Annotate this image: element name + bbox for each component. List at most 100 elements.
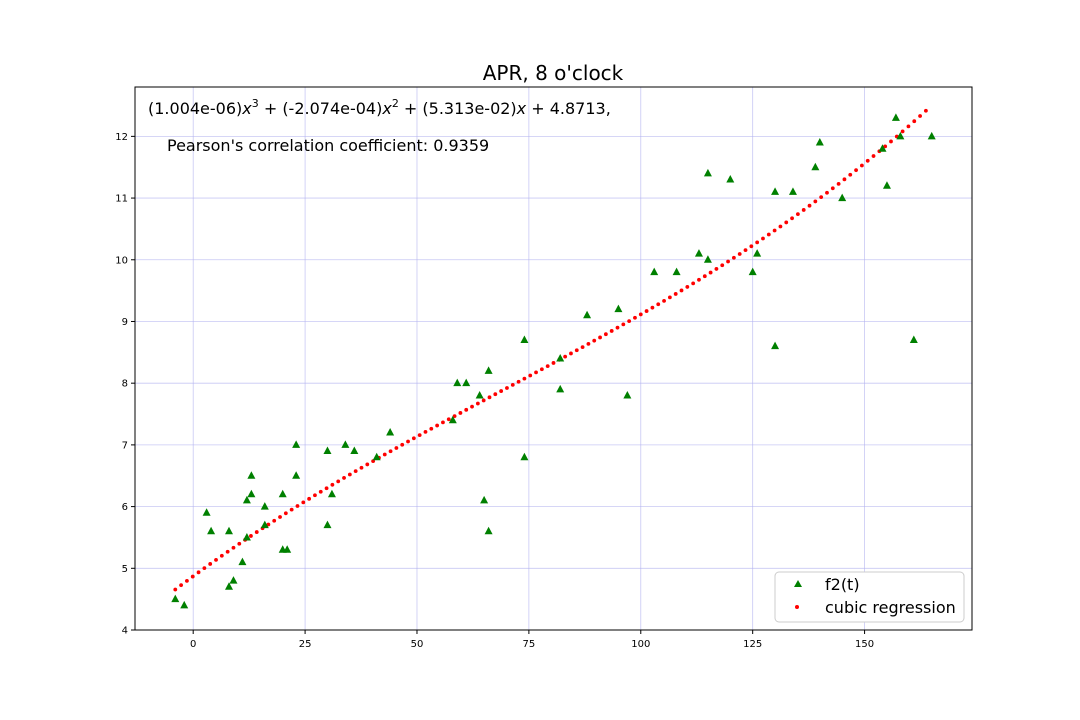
regression-point	[569, 351, 573, 356]
regression-point	[324, 486, 329, 491]
data-point	[480, 495, 489, 504]
data-point	[292, 471, 301, 479]
legend-marker-dot	[795, 605, 799, 609]
data-point	[202, 508, 211, 516]
data-point	[207, 526, 216, 535]
chart-title: APR, 8 o'clock	[483, 61, 624, 85]
regression-point	[441, 420, 445, 425]
regression-point	[807, 203, 812, 208]
data-point	[748, 267, 757, 276]
regression-point	[289, 507, 294, 512]
regression-point	[353, 469, 358, 474]
regression-point	[400, 442, 405, 447]
regression-point	[842, 177, 847, 182]
regression-point	[510, 382, 515, 387]
x-axis: 0 25 50 75 100 125 150	[190, 630, 874, 650]
regression-point	[487, 395, 492, 400]
data-point	[927, 131, 936, 140]
regression-point	[923, 108, 928, 113]
regression-point	[638, 312, 643, 317]
regression-point	[545, 364, 550, 368]
data-point	[260, 520, 269, 529]
x-tick-label: 125	[743, 639, 762, 650]
regression-point	[190, 574, 195, 579]
data-point	[292, 440, 301, 448]
regression-point	[394, 446, 399, 450]
data-point	[278, 489, 287, 498]
regression-point	[330, 482, 335, 487]
regression-point	[318, 489, 323, 494]
regression-point	[918, 114, 922, 118]
regression-point	[673, 292, 678, 296]
regression-point	[784, 220, 789, 225]
regression-point	[679, 288, 684, 293]
regression-point	[283, 511, 288, 516]
y-tick-label: 12	[115, 132, 128, 143]
regression-point	[214, 557, 218, 562]
regression-point	[795, 212, 800, 217]
data-point	[462, 378, 471, 387]
regression-point	[871, 154, 876, 158]
regression-point	[813, 199, 818, 204]
regression-point	[534, 370, 538, 375]
data-point	[556, 384, 565, 393]
y-axis: 4 5 6 7 8 9 10 11 12	[115, 132, 135, 637]
data-point	[520, 452, 529, 461]
data-point	[327, 489, 336, 498]
regression-point	[854, 168, 858, 173]
data-point	[520, 335, 529, 343]
regression-point	[493, 392, 498, 397]
data-point	[726, 175, 735, 183]
regression-point	[685, 285, 690, 289]
data-point	[896, 131, 905, 140]
data-point	[260, 502, 269, 510]
data-point	[242, 532, 251, 541]
data-point	[484, 366, 493, 374]
regression-point	[528, 373, 533, 378]
regression-point	[342, 476, 346, 480]
regression-point	[272, 518, 277, 523]
regression-point	[766, 232, 771, 237]
regression-point	[749, 244, 754, 249]
y-tick-label: 9	[122, 317, 128, 328]
regression-point	[295, 504, 300, 508]
regression-point	[801, 208, 806, 212]
data-point	[180, 600, 189, 609]
regression-point	[633, 315, 637, 320]
regression-point	[830, 186, 835, 191]
regression-point	[644, 309, 649, 313]
regression-point	[423, 430, 428, 434]
data-point	[242, 495, 251, 504]
y-tick-label: 4	[122, 626, 128, 637]
data-series	[171, 113, 936, 609]
regression-point	[772, 228, 777, 233]
regression-point	[656, 302, 661, 307]
regression-point	[278, 515, 282, 519]
plot-frame	[134, 86, 973, 631]
data-point	[771, 187, 780, 195]
regression-point	[650, 305, 655, 310]
regression-point	[173, 587, 178, 592]
y-tick-label: 5	[122, 564, 128, 575]
regression-point	[667, 295, 672, 300]
regression-point	[755, 240, 760, 245]
regression-point	[347, 472, 352, 477]
regression-point	[865, 158, 870, 163]
y-tick-label: 7	[122, 440, 128, 451]
regression-point	[737, 252, 742, 256]
regression-series	[173, 108, 928, 592]
data-point	[815, 138, 824, 146]
data-point	[878, 144, 887, 152]
regression-point	[307, 496, 312, 501]
data-point	[909, 335, 918, 343]
regression-point	[627, 319, 632, 323]
data-point	[623, 391, 632, 399]
data-point	[372, 452, 381, 461]
regression-point	[254, 530, 259, 534]
data-point	[838, 193, 847, 202]
data-point	[224, 582, 233, 590]
regression-point	[406, 439, 410, 444]
data-point	[891, 113, 900, 121]
regression-point	[563, 354, 568, 359]
regression-point	[225, 549, 230, 554]
